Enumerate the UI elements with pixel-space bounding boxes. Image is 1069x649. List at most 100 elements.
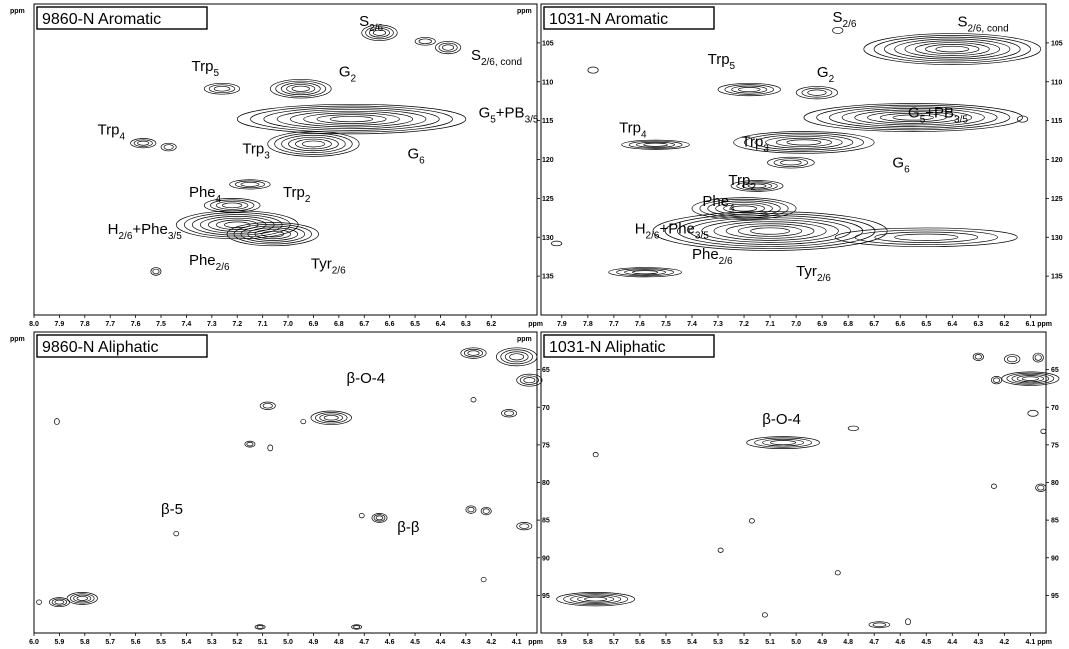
x-tick-label: 5.3 xyxy=(713,639,723,646)
contour-peak xyxy=(244,440,256,448)
contour-line xyxy=(1034,354,1042,361)
contour-peak xyxy=(1040,428,1047,434)
y-tick-label: 115 xyxy=(1051,118,1062,125)
contour-line xyxy=(150,267,162,276)
contour-peak xyxy=(592,452,599,458)
contour-line xyxy=(748,518,755,524)
peak-label-sub: 2/6, cond xyxy=(968,24,1009,35)
y-unit-label: ppm xyxy=(10,336,25,343)
x-tick-label: 4.5 xyxy=(921,639,931,646)
x-tick-label: 5.7 xyxy=(105,639,115,646)
contour-line xyxy=(816,104,1011,131)
contour-peak xyxy=(358,513,365,519)
y-tick-label: 135 xyxy=(1051,274,1063,281)
peak-label-suffix: +Phe xyxy=(659,220,694,237)
peak-label-main: Trp xyxy=(98,122,120,139)
contour-peak xyxy=(863,33,1042,65)
contour-line xyxy=(616,268,674,277)
contour-peak xyxy=(905,618,911,626)
contour-line xyxy=(699,198,789,219)
contour-line xyxy=(972,352,984,361)
peak-label-main: β-β xyxy=(397,519,420,536)
contour-line xyxy=(754,134,854,151)
peak-label-main: Trp xyxy=(619,119,641,136)
peak-label-sub: 5 xyxy=(490,115,496,126)
contour-line xyxy=(713,221,827,241)
contour-line xyxy=(509,353,525,361)
contour-peak xyxy=(551,240,563,247)
contour-line xyxy=(519,523,530,529)
peak-label-sub: 5 xyxy=(730,61,736,72)
contour-line xyxy=(460,347,487,359)
contour-line xyxy=(261,230,285,238)
peak-label: Trp5 xyxy=(192,58,220,79)
contour-line xyxy=(480,506,492,516)
contour-peak xyxy=(717,547,724,553)
x-tick-label: 7.7 xyxy=(609,321,619,328)
peak-label-sub: 2 xyxy=(305,194,311,205)
contour-line xyxy=(925,44,980,55)
contour-line xyxy=(329,115,374,123)
contour-line xyxy=(69,593,95,604)
x-tick-label: 8.0 xyxy=(29,321,39,328)
y-tick-label: 85 xyxy=(1051,518,1059,525)
x-tick-label: 7.0 xyxy=(283,321,293,328)
x-tick-label: 4.8 xyxy=(334,639,344,646)
contour-peak xyxy=(1017,115,1029,123)
contour-line xyxy=(701,219,839,243)
contour-line xyxy=(371,513,388,523)
contour-line xyxy=(48,597,70,608)
contour-line xyxy=(236,103,467,135)
x-tick-label: 7.9 xyxy=(557,321,567,328)
contour-line xyxy=(501,409,518,418)
y-tick-label: 80 xyxy=(542,480,550,487)
x-tick-label: 4.4 xyxy=(947,639,957,646)
contour-line xyxy=(53,418,60,425)
peak-label: G6 xyxy=(892,154,910,175)
contour-line xyxy=(295,138,332,150)
contour-line xyxy=(523,377,536,384)
y-tick-label: 95 xyxy=(542,593,550,600)
contour-line xyxy=(767,156,815,169)
contour-peak xyxy=(130,138,157,149)
y-unit-label: ppm xyxy=(10,8,25,15)
contour-line xyxy=(841,108,985,127)
x-tick-label: 5.5 xyxy=(156,639,166,646)
x-tick-label: 5.6 xyxy=(131,639,141,646)
x-tick-label: 6.6 xyxy=(385,321,395,328)
x-tick-label: 5.5 xyxy=(661,639,671,646)
x-tick-label: 7.3 xyxy=(207,321,217,328)
peak-label-main: H xyxy=(635,220,646,237)
x-unit-label: ppm xyxy=(1037,639,1052,646)
contour-line xyxy=(632,270,659,275)
contour-line xyxy=(263,107,440,131)
contour-peak xyxy=(175,210,299,240)
contour-peak xyxy=(480,576,487,583)
x-tick-label: 5.4 xyxy=(182,639,192,646)
peak-label-main: H xyxy=(108,221,119,238)
contour-line xyxy=(854,229,998,245)
contour-line xyxy=(737,225,803,237)
panel-4: 5.9 5.8 5.7 5.6 5.5 5.4 5.3 5.2 5.1 5.0 4.9 4.8 4.7 4… xyxy=(517,331,1060,646)
contour-line xyxy=(208,217,267,232)
x-tick-label: 6.8 xyxy=(843,321,853,328)
contour-peak xyxy=(496,347,538,367)
contour-peak xyxy=(267,131,360,157)
x-tick-label: 5.1 xyxy=(765,639,775,646)
contour-line xyxy=(375,515,384,521)
contour-line xyxy=(246,441,254,447)
peak-label-main: Trp xyxy=(708,51,730,68)
contour-line xyxy=(747,183,767,189)
peak-label: Phe2/6 xyxy=(692,246,733,267)
peak-label-main: β-5 xyxy=(161,501,183,518)
peak-label-sub2: 3/5 xyxy=(954,115,968,126)
peak-label-sub: 5 xyxy=(920,115,926,126)
contour-line xyxy=(276,109,427,130)
contour-line xyxy=(608,267,682,278)
contour-line xyxy=(1040,428,1047,434)
contour-line xyxy=(203,82,241,95)
x-tick-label: 4.4 xyxy=(436,639,446,646)
y-tick-label: 95 xyxy=(1051,593,1059,600)
contour-line xyxy=(636,141,676,148)
x-unit-label: ppm xyxy=(528,321,543,328)
